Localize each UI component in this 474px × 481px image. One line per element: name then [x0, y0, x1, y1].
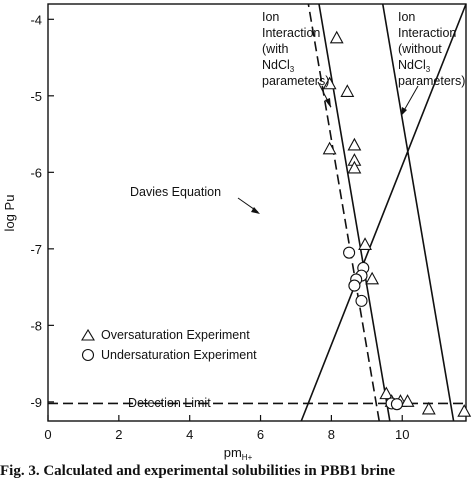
y-tick-label-1: -5: [30, 89, 42, 104]
annotation-without-line4: NdCl3: [398, 58, 431, 74]
annotation-without-line5: parameters): [398, 74, 465, 88]
oversaturation-point-9: [379, 386, 394, 400]
oversaturation-point-6: [347, 160, 362, 174]
annotation-with-ndcl: NdCl: [262, 58, 290, 72]
x-axis-label: pmH+: [224, 445, 253, 462]
oversaturation-point-2: [340, 84, 355, 97]
x-tick-label-4: 8: [328, 427, 335, 442]
arrow-davies-head: [251, 207, 260, 214]
x-axis-label-main: pm: [224, 445, 242, 460]
oversaturation-point-3: [322, 141, 337, 155]
arrow-without-head: [401, 107, 407, 116]
model-line-2: [307, 3, 381, 422]
annotation-with-line5: parameters): [262, 74, 329, 88]
model-line-3: [381, 3, 455, 422]
axis-ticks: 0 2 4 6 8 10 -4 -5 -6 -7 -8 -9: [30, 12, 409, 442]
arrow-with-head: [325, 98, 331, 108]
x-tick-label-5: 10: [395, 427, 409, 442]
annotation-without-line1: Ion: [398, 10, 415, 24]
y-tick-label-4: -8: [30, 318, 42, 333]
undersaturation-point-4: [348, 279, 361, 292]
data-points: [322, 30, 472, 417]
model-line-0: [300, 3, 467, 422]
figure-caption: Fig. 3. Calculated and experimental solu…: [0, 463, 396, 479]
undersaturation-point-5: [355, 294, 368, 307]
annotation-with-line3: (with: [262, 42, 288, 56]
legend-triangle-marker: [81, 328, 95, 341]
x-tick-label-3: 6: [257, 427, 264, 442]
annotation-with-line1: Ion: [262, 10, 279, 24]
oversaturation-point-8: [365, 271, 380, 285]
undersaturation-point-7: [390, 398, 403, 411]
x-axis-label-sub: H+: [242, 453, 253, 462]
model-line-1: [318, 3, 391, 422]
x-tick-label-1: 2: [115, 427, 122, 442]
y-tick-label-0: -4: [30, 12, 42, 27]
annotation-davies: Davies Equation: [130, 185, 221, 199]
oversaturation-point-4: [347, 137, 362, 151]
annotation-without-ndcl: NdCl: [398, 58, 426, 72]
oversaturation-point-14: [457, 404, 472, 417]
annotation-with-sub: 3: [290, 65, 295, 74]
y-tick-label-5: -9: [30, 395, 42, 410]
y-axis-label: log Pu: [2, 195, 17, 232]
legend: Oversaturation Experiment Undersaturatio…: [81, 328, 257, 362]
legend-undersaturation: Undersaturation Experiment: [101, 348, 257, 362]
y-tick-label-3: -7: [30, 242, 42, 257]
legend-circle-marker: [81, 348, 95, 362]
y-tick-label-2: -6: [30, 165, 42, 180]
x-tick-label-2: 4: [186, 427, 193, 442]
annotation-without-sub: 3: [426, 65, 431, 74]
undersaturation-point-0: [343, 246, 356, 259]
oversaturation-point-7: [358, 237, 372, 250]
annotation-with-line4: NdCl3: [262, 58, 295, 74]
legend-oversaturation: Oversaturation Experiment: [101, 328, 250, 342]
oversaturation-point-1: [322, 76, 337, 90]
annotation-detection: Detection Limit: [128, 396, 211, 410]
annotation-without-line2: Interaction: [398, 26, 456, 40]
x-tick-label-0: 0: [44, 427, 51, 442]
oversaturation-point-12: [400, 394, 415, 407]
plot-frame: [47, 3, 467, 422]
oversaturation-point-0: [329, 30, 344, 44]
oversaturation-point-13: [421, 401, 436, 415]
annotation-with-line2: Interaction: [262, 26, 320, 40]
annotation-without-line3: (without: [398, 42, 442, 56]
